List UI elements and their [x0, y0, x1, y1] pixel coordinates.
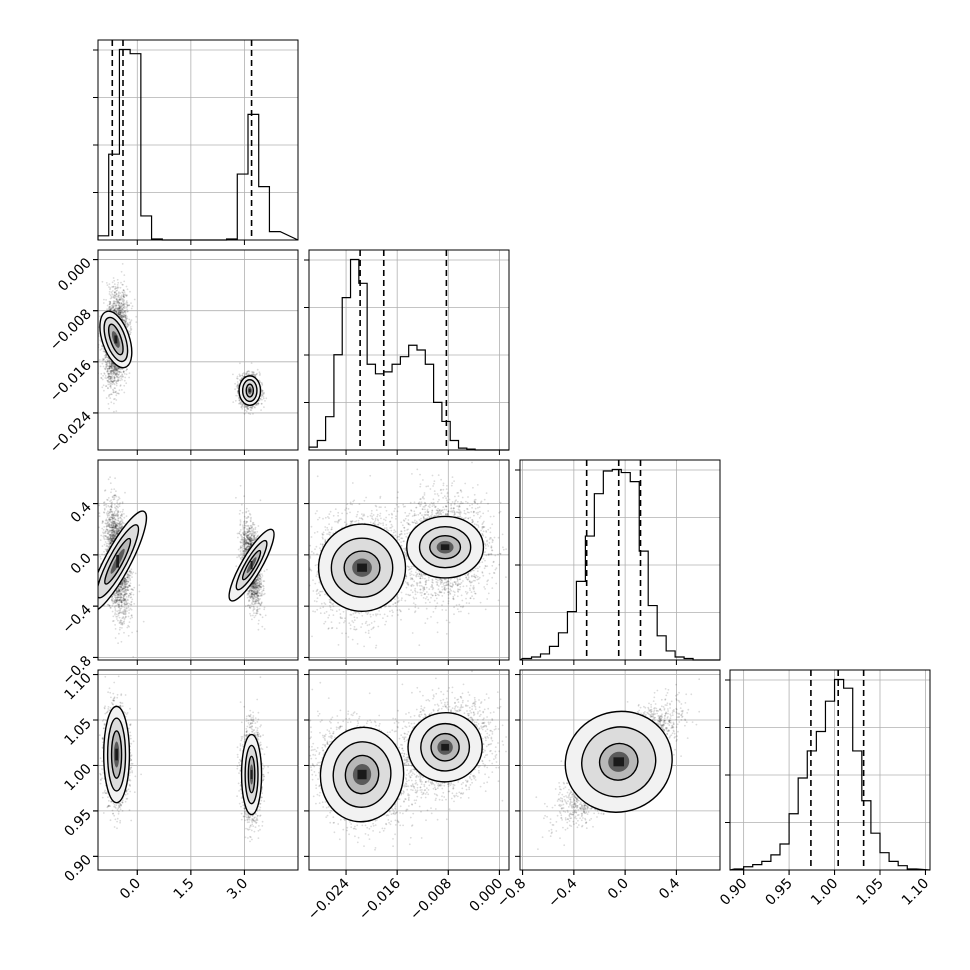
x-tick-label: 3.0: [224, 876, 251, 903]
contour-line: [406, 515, 485, 579]
panel-frame: [308, 459, 510, 661]
density-core: [357, 563, 367, 572]
panel-frame: [97, 39, 299, 241]
contour-line: [429, 534, 462, 560]
y-tick-label: 0.95: [61, 806, 94, 839]
panel-frame: [519, 459, 721, 661]
contour-line: [110, 730, 123, 779]
contour-line: [343, 550, 381, 586]
x-tick-label: 0.95: [763, 876, 796, 909]
contour-line: [247, 755, 256, 794]
contour-line: [598, 742, 639, 781]
y-tick-label: 0.90: [61, 852, 94, 885]
histogram-bars: [519, 468, 720, 661]
density-core: [114, 335, 118, 344]
contour-line: [103, 316, 129, 363]
y-tick-label: 0.4: [68, 499, 95, 526]
density-core: [115, 748, 118, 761]
contour-line: [332, 741, 392, 808]
contour-line: [106, 717, 127, 792]
contour-line: [241, 379, 258, 403]
contour-line: [107, 323, 124, 356]
panel-frame: [97, 459, 299, 661]
contour-line: [240, 733, 263, 816]
density-core: [248, 388, 251, 393]
contour-line: [418, 525, 472, 569]
histogram-panel-1: [304, 249, 510, 455]
y-tick-label: −0.024: [47, 408, 95, 456]
contour-line: [98, 510, 148, 613]
density-core: [357, 769, 367, 780]
scatter-panel-0-3: 0.0 1.5 3.00.900.951.001.051.10: [61, 669, 299, 903]
contour-line: [407, 712, 483, 783]
contour-line: [241, 549, 262, 581]
panel-frame: [97, 249, 299, 451]
histogram-panel-3: 0.90 0.95 1.00 1.05 1.10: [717, 669, 932, 909]
contour-line: [103, 705, 131, 804]
scatter-panel-2-3: −0.8 −0.4 0.0 0.4: [494, 669, 721, 911]
contour-line: [564, 710, 673, 813]
panel-frame: [519, 669, 721, 871]
y-tick-label: −0.008: [47, 306, 95, 354]
density-core: [116, 554, 120, 568]
x-tick-label: −0.024: [305, 875, 353, 923]
panel-frame: [97, 669, 299, 871]
density-core: [250, 770, 253, 780]
contour-line: [99, 310, 133, 369]
histogram-panel-0: [93, 39, 299, 245]
y-tick-label: −0.4: [59, 602, 94, 637]
contour-line: [104, 537, 132, 585]
contour-line: [317, 523, 407, 612]
contour-line: [581, 726, 657, 798]
x-tick-label: 0.4: [656, 875, 683, 902]
histogram-bars: [308, 258, 509, 451]
contour-line: [330, 537, 394, 598]
y-tick-label: 1.05: [61, 716, 94, 749]
x-tick-label: 0.90: [717, 876, 750, 909]
scatter-panel-1-2: [304, 459, 510, 665]
contour-line: [228, 528, 275, 602]
x-tick-label: 1.05: [853, 876, 886, 909]
y-tick-label: 1.00: [61, 761, 94, 794]
scatter-panel-0-1: 0.000 −0.008−0.016−0.024: [47, 249, 299, 456]
scatter-panel-1-3: 0.000−0.008−0.016−0.024: [304, 669, 510, 924]
x-tick-label: 1.5: [171, 876, 198, 903]
x-tick-label: 1.10: [899, 876, 932, 909]
histogram-panel-2: [515, 459, 721, 665]
panel-frame: [729, 669, 931, 871]
contour-line: [245, 383, 255, 398]
density-core: [441, 743, 449, 751]
density-core: [250, 561, 253, 570]
contour-line: [420, 722, 471, 772]
density-core: [440, 544, 450, 551]
x-tick-label: 0.0: [605, 876, 632, 903]
x-tick-label: 1.00: [808, 876, 841, 909]
scatter-panel-0-2: −0.8−0.40.00.4: [59, 459, 299, 688]
panel-frame: [308, 669, 510, 871]
contour-line: [344, 754, 380, 795]
density-core: [613, 757, 625, 767]
y-tick-label: −0.016: [47, 357, 95, 405]
histogram-bars: [729, 678, 931, 871]
y-tick-label: 0.0: [68, 550, 95, 577]
panel-frame: [308, 249, 510, 451]
contour-line: [244, 744, 259, 805]
contour-line: [235, 539, 268, 591]
x-tick-label: −0.008: [407, 876, 455, 924]
x-tick-label: 0.0: [117, 876, 144, 903]
x-tick-label: −0.016: [356, 875, 404, 923]
contour-line: [430, 732, 460, 762]
y-tick-label: 0.000: [55, 255, 95, 295]
contour-line: [319, 726, 405, 823]
contour-line: [238, 375, 262, 406]
x-tick-label: −0.4: [545, 875, 580, 910]
